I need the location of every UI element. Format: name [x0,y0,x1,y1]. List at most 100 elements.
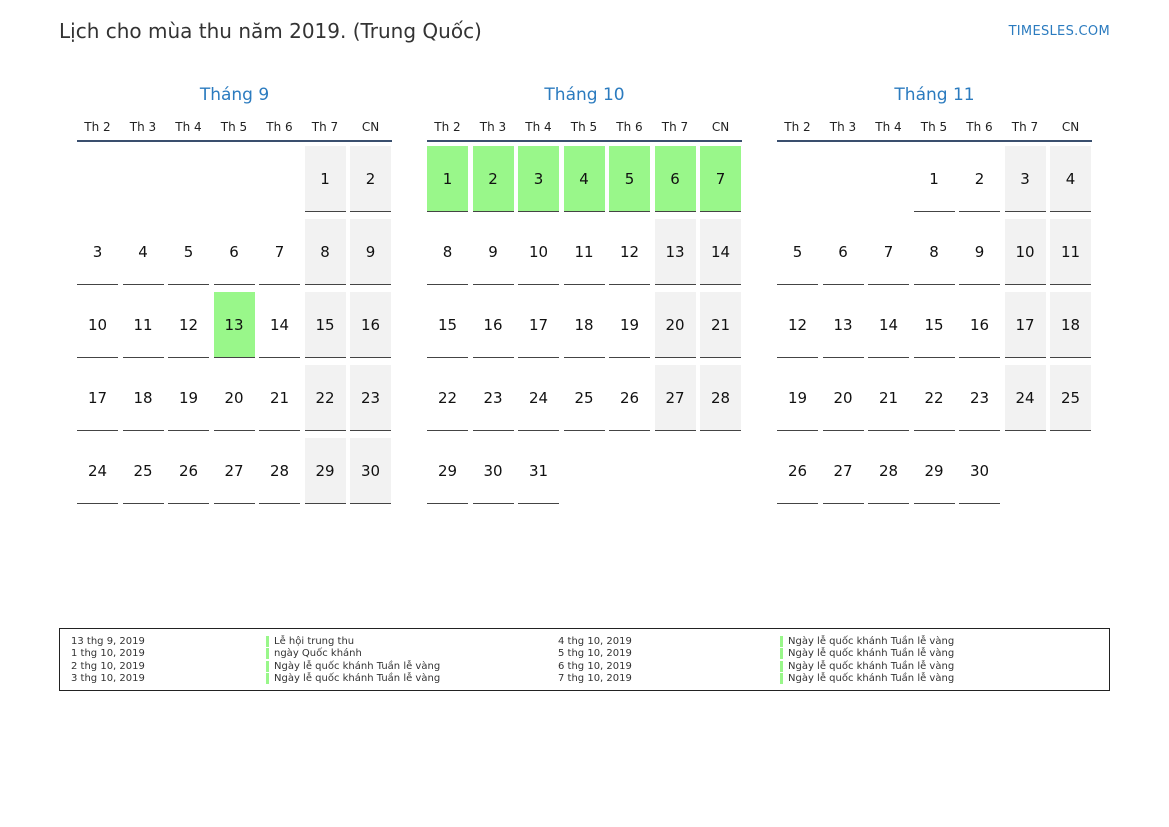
day-cell: 3 [518,146,559,212]
day-cell: 20 [822,365,864,431]
legend-holiday-name: Ngày lễ quốc khánh Tuần lễ vàng [780,636,954,647]
weekday-label: Th 3 [829,120,857,134]
day-cell: 11 [122,292,164,358]
day-cell: 30 [472,438,514,504]
day-cell: 3 [77,219,118,285]
day-cell: 28 [868,438,909,504]
day-cell: 20 [213,365,255,431]
day-cell: 28 [259,438,300,504]
weekday-label: Th 7 [311,120,339,134]
day-cell: 12 [609,219,650,285]
day-cell: 1 [427,146,468,212]
legend-date: 2 thg 10, 2019 [71,660,145,672]
day-cell: 16 [959,292,1000,358]
day-cell: 18 [1050,292,1091,358]
weekday-label: Th 3 [129,120,157,134]
day-cell: 27 [822,438,864,504]
day-cell: 9 [472,219,514,285]
weekday-label: CN [361,120,380,134]
day-cell: 11 [1050,219,1091,285]
legend-date: 3 thg 10, 2019 [71,672,145,684]
day-cell: 10 [1004,219,1046,285]
day-cell: 24 [518,365,559,431]
day-cell: 15 [913,292,955,358]
weekday-label: Th 5 [220,120,248,134]
weekday-label: Th 7 [1011,120,1039,134]
weekday-header: Th 2 Th 3 Th 4 Th 5 Th 6 Th 7 CN [77,114,392,142]
day-cell: 29 [427,438,468,504]
weekday-header: Th 2 Th 3 Th 4 Th 5 Th 6 Th 7 CN [427,114,742,142]
weekday-header: Th 2 Th 3 Th 4 Th 5 Th 6 Th 7 CN [777,114,1092,142]
day-cell: 6 [654,146,696,212]
day-cell: 25 [122,438,164,504]
day-cell: 9 [959,219,1000,285]
day-cell: 26 [168,438,209,504]
site-link[interactable]: TIMESLES.COM [1008,24,1110,39]
day-cell: 24 [1004,365,1046,431]
weekday-label: CN [711,120,730,134]
weekday-label: Th 2 [784,120,811,134]
day-cell: 7 [700,146,741,212]
day-cell: 27 [213,438,255,504]
weekday-label: Th 6 [966,120,993,134]
day-cell: 22 [427,365,468,431]
day-cell: 1 [913,146,955,212]
day-cell: 12 [777,292,818,358]
day-cell: 2 [350,146,391,212]
day-cell: 5 [609,146,650,212]
day-cell: 17 [518,292,559,358]
day-cell: 29 [304,438,346,504]
day-cell: 17 [77,365,118,431]
day-cell: 13 [822,292,864,358]
day-cell: 2 [959,146,1000,212]
day-cell: 19 [609,292,650,358]
legend-holiday-name: Ngày lễ quốc khánh Tuần lễ vàng [266,660,440,672]
holiday-legend: 13 thg 9, 2019 Lễ hội trung thu 1 thg 10, … [59,628,1110,691]
legend-holiday-name: Lễ hội trung thu [266,636,354,647]
day-cell: 11 [563,219,605,285]
day-cell: 1 [304,146,346,212]
day-cell: 24 [77,438,118,504]
day-cell: 2 [472,146,514,212]
day-cell: 31 [518,438,559,504]
legend-holiday-name: Ngày lễ quốc khánh Tuần lễ vàng [780,648,954,660]
legend-date: 1 thg 10, 2019 [71,648,145,660]
legend-date: 13 thg 9, 2019 [71,636,145,647]
day-cell: 18 [122,365,164,431]
legend-holiday-name: Ngày lễ quốc khánh Tuần lễ vàng [780,672,954,684]
legend-holiday-name: Ngày lễ quốc khánh Tuần lễ vàng [266,672,440,684]
weekday-label: Th 7 [661,120,689,134]
weekday-label: Th 5 [570,120,598,134]
weekday-label: CN [1061,120,1080,134]
day-cell: 13 [213,292,255,358]
day-cell: 3 [1004,146,1046,212]
day-cell: 17 [1004,292,1046,358]
weekday-label: Th 6 [266,120,293,134]
day-cell: 30 [959,438,1000,504]
day-cell: 23 [959,365,1000,431]
day-cell: 4 [122,219,164,285]
month-title: Tháng 10 [544,85,625,105]
day-cell: 26 [777,438,818,504]
day-cell: 13 [654,219,696,285]
day-cell: 5 [777,219,818,285]
day-cell: 8 [304,219,346,285]
day-cell: 4 [1050,146,1091,212]
legend-date: 7 thg 10, 2019 [558,672,632,684]
day-cell: 22 [913,365,955,431]
day-cell: 25 [1050,365,1091,431]
day-cell: 29 [913,438,955,504]
day-cell: 22 [304,365,346,431]
day-cell: 20 [654,292,696,358]
month-title: Tháng 9 [199,85,270,105]
day-cell: 16 [472,292,514,358]
day-cell: 12 [168,292,209,358]
day-cell: 26 [609,365,650,431]
day-cell: 30 [350,438,391,504]
month-title: Tháng 11 [894,85,975,105]
weekday-label: Th 3 [479,120,507,134]
day-cell: 27 [654,365,696,431]
